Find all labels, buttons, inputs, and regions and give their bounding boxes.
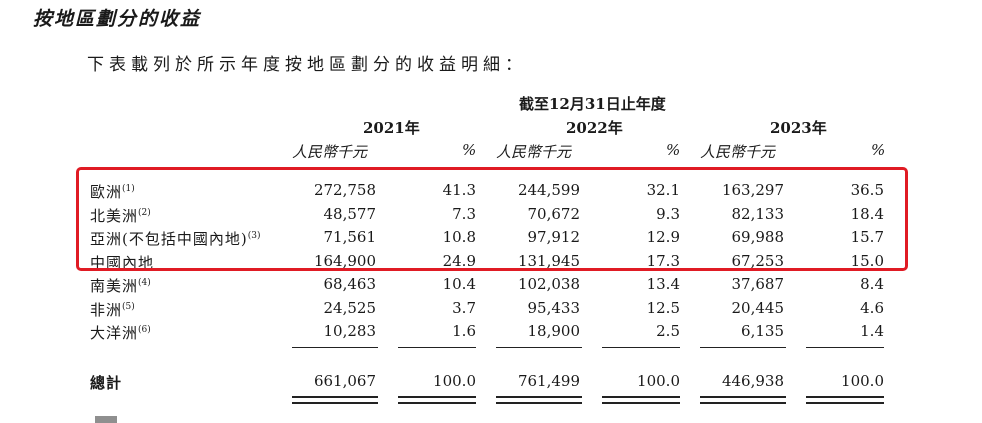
cell-percent-2021: 7.3	[452, 205, 476, 223]
total-value-2022: 761,499	[517, 372, 580, 390]
subtotal-rule	[602, 347, 680, 348]
cell-value-2023: 6,135	[741, 322, 784, 340]
cell-percent-2021: 10.8	[442, 228, 476, 246]
footnote-marker: (4)	[138, 278, 151, 288]
period-header: 截至12月31日止年度	[519, 95, 666, 113]
region-name: 亞洲(不包括中國內地)	[90, 230, 248, 248]
unit-percent-2021: %	[462, 141, 477, 159]
cell-value-2023: 67,253	[731, 252, 785, 270]
cell-value-2023: 82,133	[731, 205, 785, 223]
region-name: 中國內地	[90, 254, 155, 272]
unit-currency-2023: 人民幣千元	[700, 143, 776, 161]
region-label: 北美洲(2)	[90, 205, 151, 226]
total-percent-2021: 100.0	[433, 372, 476, 390]
year-header-2022: 2022年	[566, 119, 623, 137]
cell-value-2023: 37,687	[731, 275, 785, 293]
footnote-marker: (2)	[138, 208, 151, 218]
cell-percent-2021: 1.6	[452, 322, 476, 340]
cell-percent-2022: 12.9	[646, 228, 680, 246]
total-double-rule	[602, 396, 680, 404]
total-double-rule	[700, 396, 786, 404]
region-label: 非洲(5)	[90, 299, 135, 320]
cell-percent-2022: 13.4	[646, 275, 680, 293]
cell-percent-2022: 32.1	[646, 181, 680, 199]
cell-percent-2022: 2.5	[656, 322, 680, 340]
footnote-marker: (3)	[247, 231, 261, 241]
cell-value-2021: 24,525	[323, 299, 377, 317]
cell-percent-2023: 1.4	[860, 322, 884, 340]
subtotal-rule	[700, 347, 786, 348]
cell-value-2022: 18,900	[527, 322, 581, 340]
unit-currency-2021: 人民幣千元	[292, 143, 368, 161]
cell-percent-2023: 18.4	[850, 205, 884, 223]
total-percent-2022: 100.0	[637, 372, 680, 390]
footnote-marker: (1)	[122, 184, 135, 194]
region-name: 非洲	[90, 301, 123, 319]
region-label: 亞洲(不包括中國內地)(3)	[90, 228, 260, 249]
cell-value-2022: 244,599	[517, 181, 580, 199]
subtotal-rule	[806, 347, 884, 348]
cell-percent-2023: 15.7	[850, 228, 884, 246]
cell-value-2021: 71,561	[323, 228, 377, 246]
cell-percent-2023: 36.5	[850, 181, 884, 199]
cell-value-2021: 272,758	[313, 181, 376, 199]
cell-value-2022: 131,945	[517, 252, 580, 270]
cell-value-2021: 48,577	[323, 205, 377, 223]
year-header-2021: 2021年	[363, 119, 420, 137]
region-name: 南美洲	[90, 277, 139, 295]
cell-percent-2023: 4.6	[860, 299, 884, 317]
total-double-rule	[292, 396, 378, 404]
cell-value-2022: 70,672	[527, 205, 581, 223]
region-label: 中國內地	[90, 252, 154, 273]
intro-text: 下表載列於所示年度按地區劃分的收益明細：	[87, 55, 527, 75]
cell-percent-2022: 17.3	[646, 252, 680, 270]
total-double-rule	[496, 396, 582, 404]
total-value-2023: 446,938	[721, 372, 784, 390]
unit-percent-2022: %	[666, 141, 681, 159]
cell-value-2023: 69,988	[731, 228, 785, 246]
cell-percent-2021: 24.9	[442, 252, 476, 270]
cell-value-2022: 95,433	[527, 299, 581, 317]
year-header-2023: 2023年	[770, 119, 827, 137]
region-name: 大洋洲	[90, 324, 139, 342]
cell-percent-2021: 41.3	[442, 181, 476, 199]
cell-value-2023: 163,297	[721, 181, 784, 199]
footnote-marker: (5)	[122, 302, 135, 312]
total-double-rule	[806, 396, 884, 404]
unit-percent-2023: %	[871, 141, 886, 159]
region-label: 大洋洲(6)	[90, 322, 151, 343]
cell-value-2021: 10,283	[323, 322, 377, 340]
cell-percent-2022: 12.5	[646, 299, 680, 317]
subtotal-rule	[496, 347, 582, 348]
cell-value-2021: 68,463	[323, 275, 377, 293]
subtotal-rule	[292, 347, 378, 348]
total-percent-2023: 100.0	[841, 372, 884, 390]
cell-percent-2023: 8.4	[860, 275, 884, 293]
total-label: 總計	[90, 374, 123, 392]
region-label: 南美洲(4)	[90, 275, 151, 296]
cell-percent-2021: 3.7	[452, 299, 476, 317]
cell-percent-2022: 9.3	[656, 205, 680, 223]
subtotal-rule	[398, 347, 476, 348]
cropped-next-heading	[95, 416, 117, 423]
region-name: 歐洲	[90, 183, 123, 201]
unit-currency-2022: 人民幣千元	[496, 143, 572, 161]
cell-value-2022: 97,912	[527, 228, 581, 246]
cell-value-2023: 20,445	[731, 299, 785, 317]
region-label: 歐洲(1)	[90, 181, 135, 202]
section-title: 按地區劃分的收益	[33, 8, 202, 30]
highlight-box	[76, 167, 908, 271]
cell-percent-2021: 10.4	[442, 275, 476, 293]
total-value-2021: 661,067	[313, 372, 376, 390]
cell-percent-2023: 15.0	[850, 252, 884, 270]
total-double-rule	[398, 396, 476, 404]
cell-value-2021: 164,900	[313, 252, 376, 270]
region-name: 北美洲	[90, 207, 139, 225]
cell-value-2022: 102,038	[517, 275, 580, 293]
footnote-marker: (6)	[138, 325, 151, 335]
